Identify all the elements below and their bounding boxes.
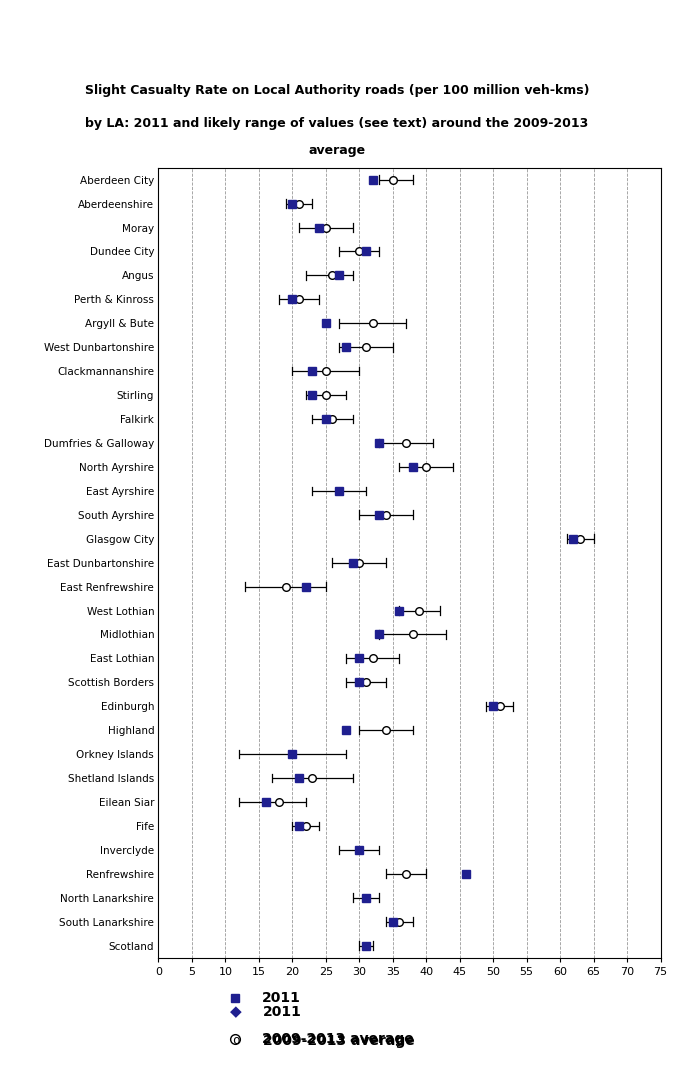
Text: Slight Casualty Rate on Local Authority roads (per 100 million veh-kms): Slight Casualty Rate on Local Authority … xyxy=(85,84,589,97)
Text: 2009-2013 average: 2009-2013 average xyxy=(262,1032,413,1045)
Text: 2009-2013 average: 2009-2013 average xyxy=(263,1034,415,1047)
Text: ◆: ◆ xyxy=(230,1004,242,1019)
Text: 2011: 2011 xyxy=(262,991,301,1005)
Text: 2011: 2011 xyxy=(263,1005,302,1018)
Text: o: o xyxy=(232,1034,240,1047)
Text: by LA: 2011 and likely range of values (see text) around the 2009-2013: by LA: 2011 and likely range of values (… xyxy=(86,117,588,130)
Text: average: average xyxy=(309,144,365,157)
